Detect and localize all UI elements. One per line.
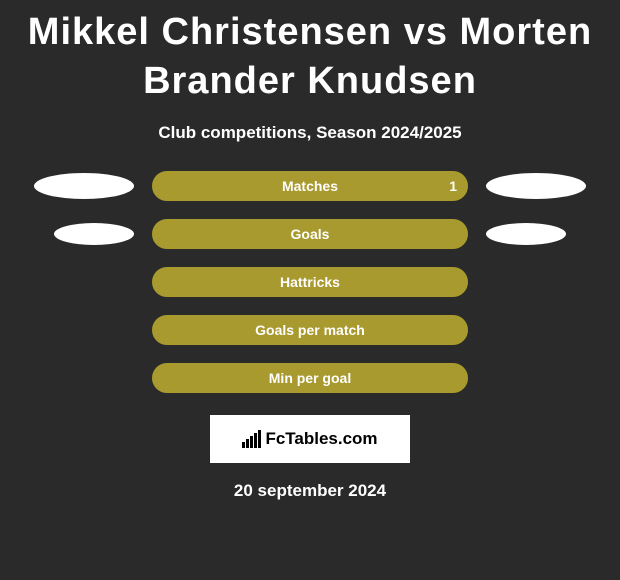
- stat-label: Goals: [291, 226, 330, 242]
- logo-text: FcTables.com: [265, 429, 377, 449]
- stat-bar-mpg: Min per goal: [152, 363, 468, 393]
- subtitle: Club competitions, Season 2024/2025: [0, 123, 620, 143]
- stat-label: Min per goal: [269, 370, 351, 386]
- stat-row-goals: Goals: [0, 219, 620, 249]
- stat-bar-matches: Matches 1: [152, 171, 468, 201]
- stat-row-matches: Matches 1: [0, 171, 620, 201]
- growing-bars-icon: [242, 430, 262, 448]
- logo-box: FcTables.com: [210, 415, 410, 463]
- stat-bar-gpm: Goals per match: [152, 315, 468, 345]
- left-ellipse: [54, 223, 134, 245]
- stat-label: Hattricks: [280, 274, 340, 290]
- page-title: Mikkel Christensen vs Morten Brander Knu…: [0, 0, 620, 111]
- stat-label: Matches: [282, 178, 338, 194]
- stat-row-gpm: Goals per match: [0, 315, 620, 345]
- stat-value: 1: [449, 178, 457, 194]
- stat-bar-goals: Goals: [152, 219, 468, 249]
- stat-row-hattricks: Hattricks: [0, 267, 620, 297]
- stat-bar-hattricks: Hattricks: [152, 267, 468, 297]
- right-ellipse: [486, 223, 566, 245]
- stat-label: Goals per match: [255, 322, 365, 338]
- date-label: 20 september 2024: [0, 481, 620, 501]
- right-ellipse: [486, 173, 586, 199]
- left-ellipse: [34, 173, 134, 199]
- stat-row-mpg: Min per goal: [0, 363, 620, 393]
